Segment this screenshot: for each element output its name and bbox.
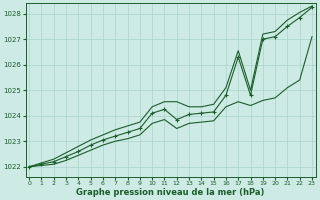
X-axis label: Graphe pression niveau de la mer (hPa): Graphe pression niveau de la mer (hPa) (76, 188, 265, 197)
